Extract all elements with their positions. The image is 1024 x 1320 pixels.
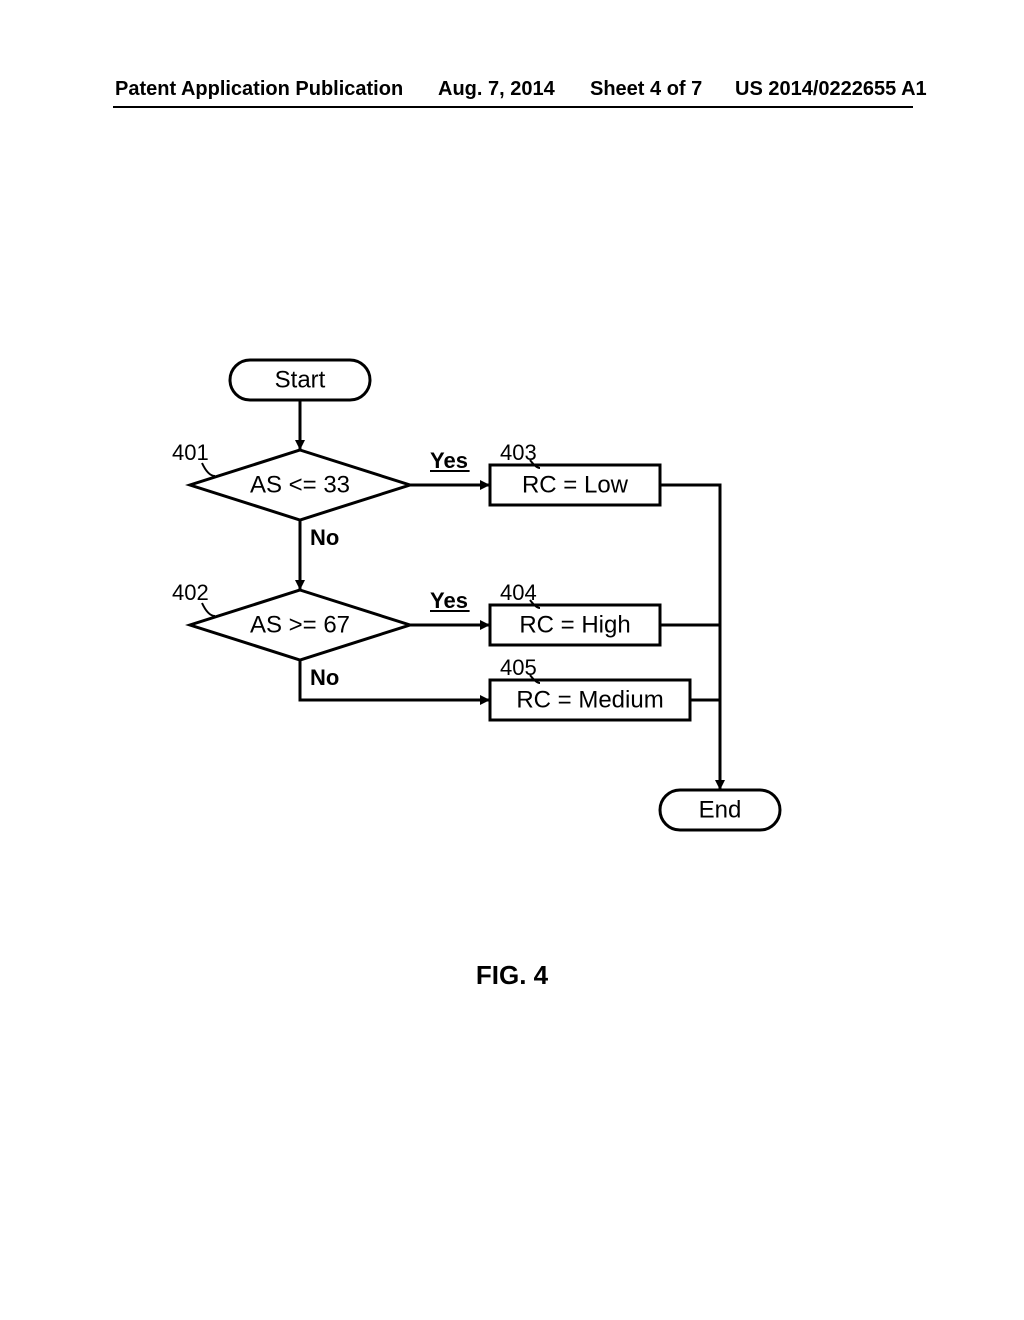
header-rule xyxy=(113,106,913,108)
edge-label: No xyxy=(310,525,339,550)
header-sheet: Sheet 4 of 7 xyxy=(590,78,702,101)
ref-label: 401 xyxy=(172,440,209,465)
node-label-d1: AS <= 33 xyxy=(250,472,350,499)
ref-label: 402 xyxy=(172,580,209,605)
edge-label: Yes xyxy=(430,448,468,473)
header-publication: Patent Application Publication xyxy=(115,78,403,101)
node-label-start: Start xyxy=(275,367,326,394)
header-date: Aug. 7, 2014 xyxy=(438,78,555,101)
node-label-d2: AS >= 67 xyxy=(250,612,350,639)
page: Patent Application Publication Aug. 7, 2… xyxy=(0,0,1024,1320)
figure-caption: FIG. 4 xyxy=(0,960,1024,991)
edge-label: No xyxy=(310,665,339,690)
flow-edge xyxy=(660,485,720,790)
header-number: US 2014/0222655 A1 xyxy=(735,78,927,101)
edge-label: Yes xyxy=(430,588,468,613)
node-label-p3: RC = Medium xyxy=(516,687,663,714)
node-label-end: End xyxy=(699,797,742,824)
flowchart: Start AS <= 33 AS >= 67 RC = Low RC = High RC… xyxy=(130,350,890,870)
node-label-p2: RC = High xyxy=(519,612,630,639)
node-label-p1: RC = Low xyxy=(522,472,629,499)
